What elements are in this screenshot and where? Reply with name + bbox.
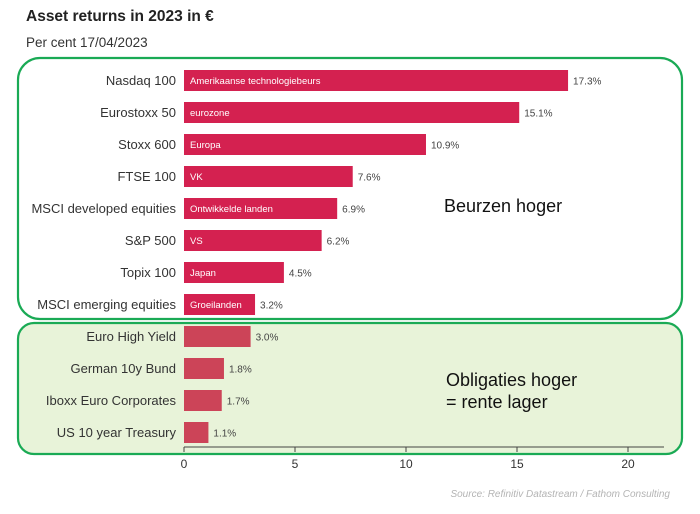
x-tick-label: 10: [399, 457, 413, 471]
bar: [184, 294, 256, 315]
x-tick-label: 20: [621, 457, 635, 471]
x-tick-label: 15: [510, 457, 524, 471]
value-label: 6.9%: [342, 205, 365, 216]
bond-group-annotation: Obligaties hoger = rente lager: [446, 370, 577, 412]
value-label: 1.8%: [229, 365, 252, 376]
bar: [184, 230, 322, 251]
category-label: Topix 100: [120, 265, 176, 280]
bar: [184, 422, 209, 443]
bar-annotation: eurozone: [190, 108, 230, 119]
bar-annotation: Amerikaanse technologiebeurs: [190, 76, 321, 87]
value-label: 17.3%: [573, 77, 601, 88]
category-label: Iboxx Euro Corporates: [46, 393, 177, 408]
equity-group-box: [16, 56, 684, 321]
equity-group-annotation: Beurzen hoger: [444, 196, 562, 216]
bar-annotation: Groeilanden: [190, 300, 242, 311]
category-label: MSCI emerging equities: [37, 297, 176, 312]
value-label: 1.7%: [227, 397, 250, 408]
value-label: 1.1%: [213, 429, 236, 440]
bar: [184, 390, 222, 411]
value-label: 3.0%: [256, 333, 279, 344]
bar-annotation: VK: [190, 172, 203, 183]
category-label: Stoxx 600: [118, 137, 176, 152]
value-label: 3.2%: [260, 301, 283, 312]
bar: [184, 134, 426, 155]
value-label: 4.5%: [289, 269, 312, 280]
x-tick-label: 5: [292, 457, 299, 471]
x-tick-label: 0: [181, 457, 188, 471]
bar-annotation: Ontwikkelde landen: [190, 204, 273, 215]
bar-annotation: Japan: [190, 268, 216, 279]
source-note: Source: Refinitiv Datastream / Fathom Co…: [450, 489, 670, 500]
category-label: Nasdaq 100: [106, 73, 176, 88]
bar-annotation: Europa: [190, 140, 221, 151]
category-label: US 10 year Treasury: [57, 425, 177, 440]
bar-annotation: VS: [190, 236, 203, 247]
bar: [184, 102, 520, 123]
value-label: 10.9%: [431, 141, 459, 152]
chart-subtitle: Per cent 17/04/2023: [26, 35, 148, 50]
annotation-line: Beurzen hoger: [444, 196, 562, 216]
bond-group-box: [18, 323, 682, 454]
category-label: Eurostoxx 50: [100, 105, 176, 120]
category-label: Euro High Yield: [86, 329, 176, 344]
annotation-line: Obligaties hoger: [446, 370, 577, 390]
bars-layer: Nasdaq 100 17.3% Amerikaanse technologiebe…: [31, 70, 602, 443]
bar: [184, 198, 338, 219]
bar: [184, 262, 284, 283]
annotation-line: = rente lager: [446, 392, 548, 412]
value-label: 15.1%: [524, 109, 552, 120]
bond-group-outline: [16, 321, 684, 456]
chart-title: Asset returns in 2023 in €: [26, 8, 214, 25]
bar: [184, 358, 224, 379]
category-label: S&P 500: [125, 233, 176, 248]
bar: [184, 70, 569, 91]
bar: [184, 326, 251, 347]
category-label: FTSE 100: [117, 169, 176, 184]
x-axis-ticks: 0 5 10 15 20: [181, 447, 635, 471]
category-label: German 10y Bund: [70, 361, 176, 376]
value-label: 7.6%: [358, 173, 381, 184]
value-label: 6.2%: [327, 237, 350, 248]
bar: [184, 166, 353, 187]
category-label: MSCI developed equities: [31, 201, 176, 216]
